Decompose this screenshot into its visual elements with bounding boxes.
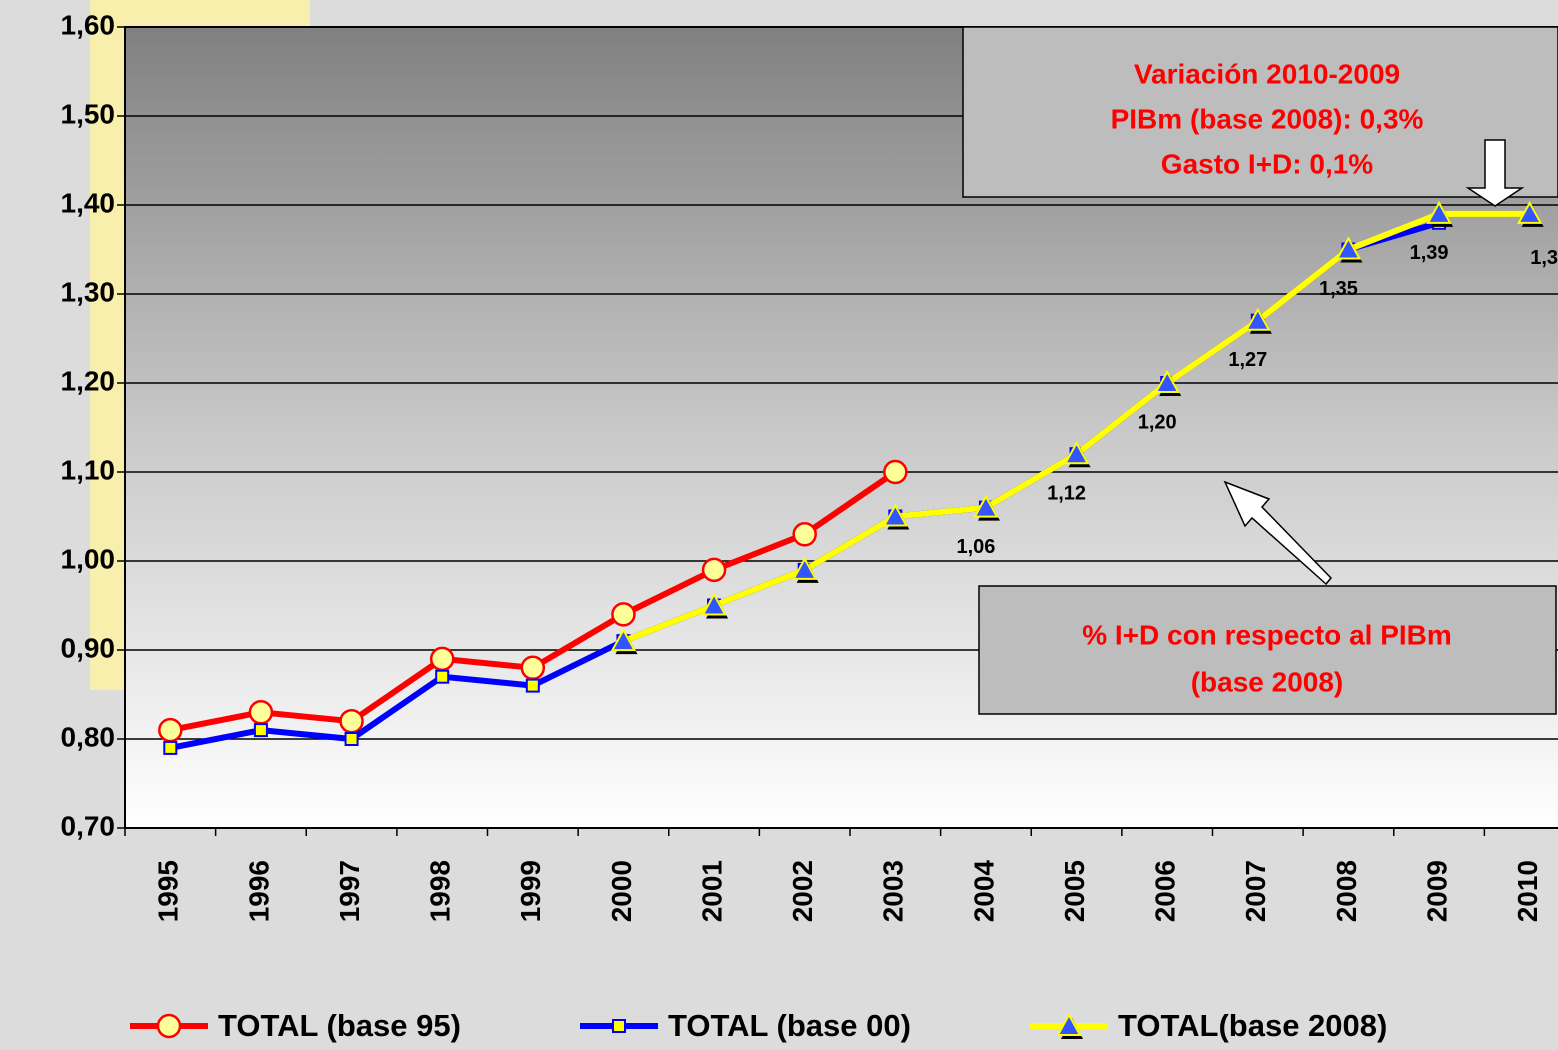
marker bbox=[520, 655, 546, 681]
arrow bbox=[1223, 480, 1333, 586]
annotation: (base 2008) bbox=[1191, 666, 1344, 697]
marker bbox=[1426, 200, 1452, 224]
marker bbox=[344, 732, 359, 746]
marker bbox=[701, 557, 727, 583]
x-tick-label: 1999 bbox=[515, 860, 546, 922]
marker bbox=[156, 1013, 182, 1039]
marker bbox=[339, 708, 364, 734]
marker bbox=[610, 628, 637, 652]
arrow bbox=[1465, 139, 1525, 207]
x-tick-label: 2010 bbox=[1512, 860, 1543, 922]
marker bbox=[253, 723, 268, 738]
marker bbox=[973, 494, 999, 518]
x-tick-label: 1998 bbox=[425, 860, 456, 922]
annotation: Variación 2010-2009 bbox=[1134, 58, 1400, 89]
x-tick-label: 2002 bbox=[787, 860, 818, 922]
marker bbox=[1335, 236, 1362, 260]
legend-label: TOTAL(base 2008) bbox=[1118, 1008, 1387, 1043]
y-tick-label: 1,10 bbox=[61, 454, 116, 485]
x-tick-label: 1997 bbox=[334, 860, 365, 922]
marker bbox=[1154, 369, 1180, 393]
x-tick-label: 1996 bbox=[243, 860, 274, 922]
marker bbox=[1056, 1012, 1082, 1036]
y-tick-label: 1,50 bbox=[61, 98, 116, 129]
x-tick-label: 2000 bbox=[606, 860, 637, 922]
marker bbox=[163, 740, 178, 755]
y-tick-label: 1,30 bbox=[61, 276, 116, 307]
marker bbox=[791, 556, 818, 580]
y-tick-label: 1,60 bbox=[61, 9, 116, 40]
marker bbox=[882, 503, 909, 527]
x-tick-label: 2005 bbox=[1059, 860, 1090, 922]
marker bbox=[611, 602, 636, 627]
data-label: 1,12 bbox=[1047, 482, 1086, 504]
x-tick-label: 2004 bbox=[968, 860, 999, 923]
y-tick-label: 1,40 bbox=[61, 187, 116, 218]
x-tick-label: 2008 bbox=[1331, 860, 1362, 922]
y-tick-label: 1,20 bbox=[61, 365, 116, 396]
legend-label: TOTAL (base 95) bbox=[218, 1008, 461, 1043]
data-label: 1,39 bbox=[1530, 247, 1558, 269]
data-label: 1,27 bbox=[1228, 349, 1267, 371]
legend-label: TOTAL (base 00) bbox=[668, 1008, 911, 1043]
marker bbox=[525, 678, 540, 693]
marker bbox=[1245, 307, 1271, 331]
data-label: 1,35 bbox=[1319, 278, 1358, 300]
marker bbox=[1063, 441, 1090, 465]
marker bbox=[883, 459, 908, 485]
x-tick-label: 2001 bbox=[696, 860, 727, 922]
x-tick-label: 1995 bbox=[153, 860, 184, 922]
y-tick-label: 1,00 bbox=[61, 543, 116, 574]
marker bbox=[158, 717, 183, 743]
y-tick-label: 0,90 bbox=[61, 632, 116, 663]
marker bbox=[1516, 200, 1543, 224]
marker bbox=[701, 592, 727, 616]
marker bbox=[248, 700, 274, 725]
marker bbox=[429, 646, 455, 672]
annotation: PIBm (base 2008): 0,3% bbox=[1111, 103, 1424, 134]
x-tick-label: 2006 bbox=[1150, 860, 1181, 922]
marker bbox=[792, 522, 817, 547]
x-tick-label: 2007 bbox=[1240, 860, 1271, 922]
annotation: Gasto I+D: 0,1% bbox=[1161, 148, 1374, 179]
annotation-box bbox=[962, 26, 1558, 198]
marker bbox=[612, 1019, 626, 1033]
marker bbox=[435, 669, 450, 684]
data-label: 1,06 bbox=[956, 536, 995, 558]
data-label: 1,39 bbox=[1410, 242, 1449, 264]
annotation: % I+D con respecto al PIBm bbox=[1082, 619, 1452, 650]
annotation-box bbox=[978, 585, 1557, 715]
x-tick-label: 2003 bbox=[878, 860, 909, 922]
y-tick-label: 0,70 bbox=[61, 810, 116, 841]
x-tick-label: 2009 bbox=[1421, 860, 1452, 922]
data-label: 1,20 bbox=[1138, 411, 1177, 433]
y-tick-label: 0,80 bbox=[61, 721, 116, 752]
